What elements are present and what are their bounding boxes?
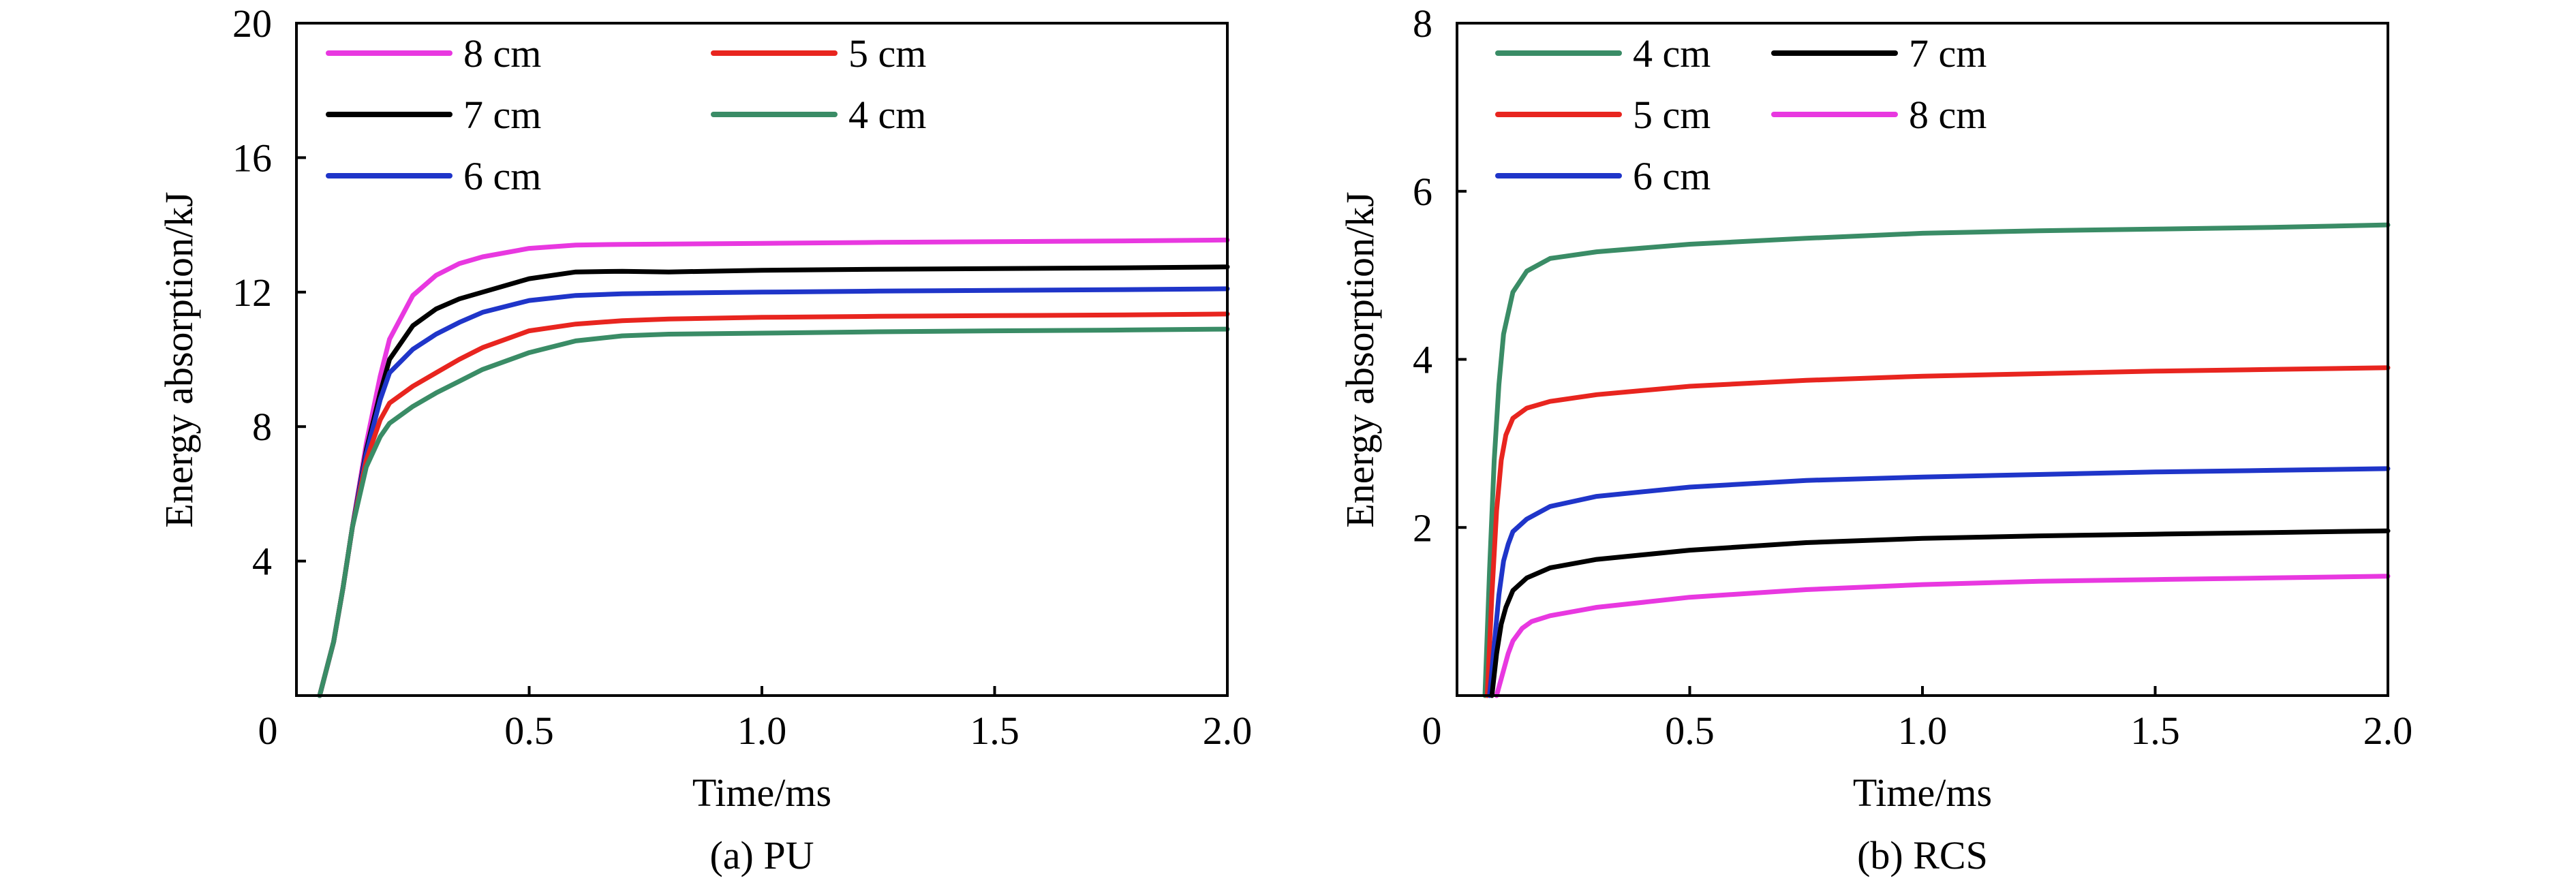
panel-b-xlabel: Time/ms (1853, 771, 1992, 815)
panel-b-series-line-1 (1484, 365, 2391, 698)
panel-b-caption: (b) RCS (1857, 833, 1988, 877)
panel-a-ytick-label-4: 20 (232, 1, 272, 46)
panel-a-legend-label-1: 7 cm (463, 93, 541, 137)
panel-a: 0.5 1.0 1.5 2.0 4 8 12 16 20 0 Time/ms Energy ab… (157, 1, 1252, 877)
panel-b-ticks: 0.5 1.0 1.5 2.0 2 4 6 8 (1413, 1, 2412, 753)
panel-b-legend-label-2: 6 cm (1633, 154, 1711, 198)
panel-b-legend-label-3: 7 cm (1909, 31, 1987, 76)
panel-a-legend-label-3: 5 cm (848, 31, 926, 76)
panel-a-legend-label-4: 4 cm (848, 93, 926, 137)
panel-b-legend-label-4: 8 cm (1909, 93, 1987, 137)
panel-a-xtick-label-4: 2.0 (1203, 709, 1253, 753)
panel-a-series-line-2 (317, 286, 1230, 698)
panel-b-legend-label-0: 4 cm (1633, 31, 1711, 76)
panel-b-ylabel: Energy absorption/kJ (1338, 191, 1382, 527)
panel-b-xtick-label-1: 0.5 (1665, 709, 1715, 753)
panel-a-series-line-0 (317, 237, 1230, 698)
panel-a-ytick-label-1: 8 (252, 405, 272, 449)
panel-b-series-line-4 (1494, 574, 2391, 698)
panel-a-xtick-label-1: 0.5 (504, 709, 554, 753)
panel-a-series-line-4 (317, 326, 1230, 698)
panel-b: 0.5 1.0 1.5 2.0 2 4 6 8 0 Time/ms Energy absorp… (1338, 1, 2412, 877)
panel-a-xtick-label-2: 1.0 (737, 709, 787, 753)
panel-b-ytick-label-3: 8 (1413, 1, 1432, 46)
panel-a-ytick-label-3: 16 (232, 136, 272, 180)
panel-a-ytick-label-2: 12 (232, 270, 272, 315)
panel-a-origin-label: 0 (258, 709, 278, 753)
panel-b-xtick-label-2: 1.0 (1898, 709, 1948, 753)
panel-a-legend-label-0: 8 cm (463, 31, 541, 76)
panel-b-legend: 4 cm 7 cm 5 cm 8 cm 6 cm (1495, 31, 1987, 198)
panel-a-legend-label-2: 6 cm (463, 154, 541, 198)
panel-b-legend-label-1: 5 cm (1633, 93, 1711, 137)
panel-b-ytick-label-2: 6 (1413, 170, 1432, 214)
panel-a-ytick-label-0: 4 (252, 540, 272, 584)
panel-b-series-line-0 (1482, 222, 2391, 698)
panel-a-xtick-label-3: 1.5 (970, 709, 1019, 753)
panel-a-xlabel: Time/ms (692, 771, 831, 815)
panel-a-plot-frame (295, 22, 1229, 697)
panel-a-ticks: 0.5 1.0 1.5 2.0 4 8 12 16 20 (232, 1, 1252, 753)
panel-b-series-line-2 (1487, 466, 2391, 698)
panel-a-series-line-3 (317, 311, 1230, 698)
panel-b-xtick-label-3: 1.5 (2130, 709, 2180, 753)
panel-a-caption: (a) PU (709, 833, 814, 877)
panel-a-ylabel: Energy absorption/kJ (157, 191, 201, 527)
panel-b-origin-label: 0 (1422, 709, 1442, 753)
panel-b-xtick-label-4: 2.0 (2363, 709, 2413, 753)
panel-a-legend: 8 cm 5 cm 7 cm 4 cm 6 cm (326, 31, 926, 198)
panel-b-series-line-3 (1489, 528, 2391, 698)
panel-b-ytick-label-1: 4 (1413, 338, 1432, 382)
panel-b-series (1482, 222, 2391, 698)
panel-a-series (317, 237, 1230, 698)
panel-b-ytick-label-0: 2 (1413, 505, 1432, 550)
